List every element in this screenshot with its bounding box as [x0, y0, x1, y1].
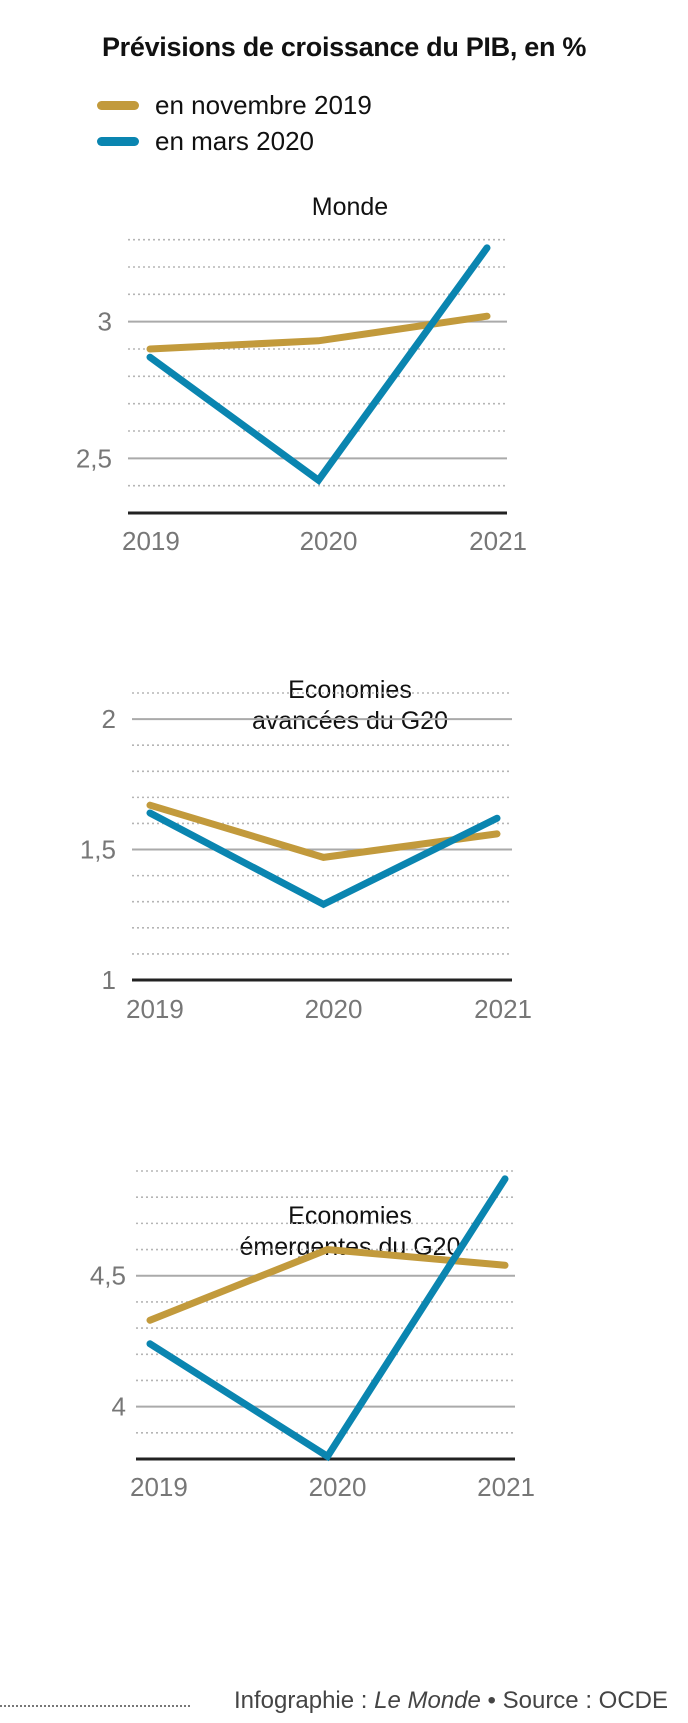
x-tick-label: 2021	[474, 994, 532, 1024]
legend-swatch-gold	[97, 100, 139, 110]
legend-label: en novembre 2019	[155, 89, 372, 120]
x-tick-label: 2019	[126, 994, 184, 1024]
y-tick-label: 1	[102, 965, 116, 995]
x-tick-label: 2020	[309, 1472, 367, 1502]
y-tick-label: 4	[112, 1392, 126, 1422]
x-tick-label: 2020	[305, 994, 363, 1024]
y-tick-label: 2	[102, 704, 116, 734]
chart-economies-avancees: 1 1,5 2 2019 2020 2021	[80, 692, 532, 1024]
x-tick-label: 2019	[130, 1472, 188, 1502]
panel-title-avancees: Economies avancées du G20	[252, 676, 448, 735]
legend-label: en mars 2020	[155, 125, 314, 156]
y-tick-label: 3	[98, 307, 112, 337]
chart-economies-emergentes: 4 4,5 2019 2020 2021	[90, 1170, 535, 1502]
footer-dotted-rule	[0, 1705, 190, 1707]
series-line-mar-2020	[146, 1175, 509, 1462]
y-tick-label: 1,5	[80, 835, 116, 865]
x-tick-label: 2019	[122, 526, 180, 556]
footer-separator: •	[480, 1687, 503, 1714]
chart-title: Prévisions de croissance du PIB, en %	[101, 32, 587, 62]
y-tick-label: 2,5	[76, 443, 112, 473]
legend-item-mar-2020: en mars 2020	[97, 126, 314, 156]
y-tick-label: 4,5	[90, 1261, 126, 1291]
footer: Infographie : Le Monde • Source : OCDE	[0, 1685, 688, 1719]
footer-source: Source : OCDE	[502, 1687, 668, 1714]
legend-swatch-blue	[97, 136, 139, 146]
chart-monde: 2,5 3 2019 2020 2021	[76, 238, 527, 556]
footer-prefix: Infographie :	[234, 1687, 375, 1714]
panel-title-monde: Monde	[311, 193, 389, 221]
footer-credit: Infographie : Le Monde • Source : OCDE	[234, 1687, 668, 1715]
footer-publication: Le Monde	[374, 1687, 481, 1714]
x-tick-label: 2020	[300, 526, 358, 556]
x-tick-label: 2021	[469, 526, 527, 556]
legend-item-nov-2019: en novembre 2019	[97, 90, 372, 120]
x-tick-label: 2021	[477, 1472, 535, 1502]
